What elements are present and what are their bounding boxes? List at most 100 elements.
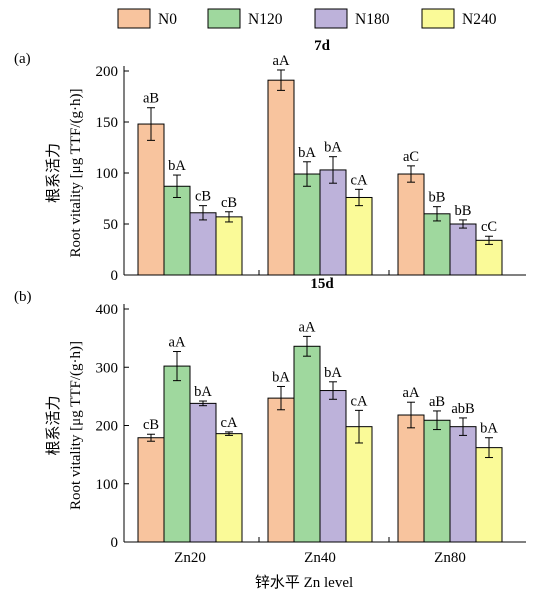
error-bar: [433, 410, 441, 431]
error-bar: [147, 107, 155, 141]
significance-label: bA: [298, 145, 316, 161]
error-bar: [173, 351, 181, 382]
error-bar: [485, 235, 493, 245]
bar-n120-zn40: [293, 345, 321, 543]
significance-label: bA: [194, 384, 212, 400]
chart-panels: 0 50 100 150 200 (a) 7d 根系活力 Root vitality [μg T…: [14, 38, 526, 566]
error-bar: [303, 161, 311, 187]
bar-n180-zn80: [449, 223, 477, 276]
bar-n180-zn40: [319, 169, 347, 276]
panel-title: 7d: [314, 38, 331, 54]
significance-label: aB: [429, 394, 445, 410]
significance-label: cA: [351, 172, 368, 188]
chart-panel-b: 0 100 200 300 400 (b) 15d 根系活力 Root vitality [μg…: [14, 276, 526, 566]
legend-label-n240: N240: [462, 11, 497, 28]
bar-n180-zn20: [189, 402, 217, 543]
bar-n0-zn80: [397, 414, 425, 543]
y-axis-label-cn: 根系活力: [45, 143, 62, 203]
significance-label: bA: [272, 369, 290, 385]
panel-label: (b): [14, 289, 32, 305]
significance-label: aB: [143, 91, 159, 107]
bar-n240-zn40: [345, 426, 373, 543]
y-tick-label: 200: [96, 64, 119, 80]
error-bar: [277, 69, 285, 91]
bar-n180-zn80: [449, 426, 477, 543]
y-tick-label: 100: [96, 166, 119, 182]
bar-n120-zn80: [423, 213, 451, 276]
error-bar: [277, 385, 285, 411]
significance-label: bA: [324, 140, 342, 156]
y-axis-label-en: Root vitality [μg TTF/(g·h)]: [68, 341, 84, 510]
error-bar: [199, 205, 207, 221]
y-tick-label: 50: [103, 217, 118, 233]
x-axis-label: 锌水平 Zn level: [255, 574, 353, 591]
legend-swatch-n120: [207, 8, 241, 29]
significance-label: cB: [143, 417, 159, 433]
bar-n0-zn20: [137, 437, 165, 543]
y-tick-label: 0: [111, 535, 119, 551]
legend-item-n120: N120: [207, 8, 283, 29]
bar-n240-zn40: [345, 196, 373, 276]
error-bar: [459, 219, 467, 229]
error-bar: [329, 381, 337, 400]
x-tick-label: Zn80: [434, 550, 466, 566]
significance-label: cB: [195, 189, 211, 205]
significance-label: cA: [221, 415, 238, 431]
significance-label: bB: [429, 190, 446, 206]
y-tick-label: 400: [96, 302, 119, 318]
bar-n120-zn20: [163, 185, 191, 276]
legend-item-n240: N240: [421, 8, 497, 29]
error-bar: [459, 417, 467, 436]
significance-label: bB: [455, 203, 472, 219]
significance-label: aA: [169, 335, 186, 351]
significance-label: cC: [481, 219, 497, 235]
bar-n240-zn20: [215, 433, 243, 543]
significance-label: abB: [451, 401, 474, 417]
panel-label: (a): [14, 51, 31, 67]
legend-swatch-n0: [117, 8, 151, 29]
x-tick-label: Zn40: [304, 550, 336, 566]
y-tick-label: 300: [96, 360, 119, 376]
error-bar: [225, 431, 233, 436]
panel-title: 15d: [310, 276, 334, 292]
error-bar: [407, 401, 415, 429]
legend-item-n180: N180: [314, 8, 390, 29]
significance-label: aC: [403, 149, 419, 165]
error-bar: [225, 211, 233, 223]
significance-label: aA: [299, 319, 316, 335]
y-axis-label-cn: 根系活力: [45, 395, 62, 455]
error-bar: [329, 156, 337, 184]
bar-n180-zn40: [319, 390, 347, 543]
error-bar: [433, 206, 441, 222]
y-tick-label: 100: [96, 477, 119, 493]
error-bar: [303, 335, 311, 357]
legend: N0 N120 N180 N240: [117, 8, 497, 29]
error-bar: [355, 188, 363, 207]
significance-label: cB: [221, 195, 237, 211]
significance-label: bA: [480, 421, 498, 437]
legend-label-n0: N0: [158, 11, 177, 28]
legend-item-n0: N0: [117, 8, 177, 29]
significance-label: aA: [403, 385, 420, 401]
error-bar: [173, 174, 181, 198]
bar-n240-zn20: [215, 216, 243, 276]
y-tick-label: 0: [111, 268, 119, 284]
chart-panel-a: 0 50 100 150 200 (a) 7d 根系活力 Root vitality [μg T…: [14, 38, 526, 284]
legend-label-n120: N120: [248, 11, 283, 28]
bar-n120-zn20: [163, 365, 191, 543]
bar-n120-zn40: [293, 173, 321, 276]
error-bar: [485, 437, 493, 459]
bar-n240-zn80: [475, 239, 503, 276]
legend-swatch-n240: [421, 8, 455, 29]
legend-swatch-n180: [314, 8, 348, 29]
bar-n0-zn40: [267, 79, 295, 276]
significance-label: cA: [351, 393, 368, 409]
y-tick-label: 150: [96, 115, 119, 131]
bar-n240-zn80: [475, 447, 503, 543]
y-tick-label: 200: [96, 419, 119, 435]
x-tick-label: Zn20: [174, 550, 206, 566]
bar-n0-zn20: [137, 123, 165, 276]
bar-n0-zn40: [267, 397, 295, 543]
error-bar: [355, 409, 363, 444]
significance-label: bA: [168, 158, 186, 174]
